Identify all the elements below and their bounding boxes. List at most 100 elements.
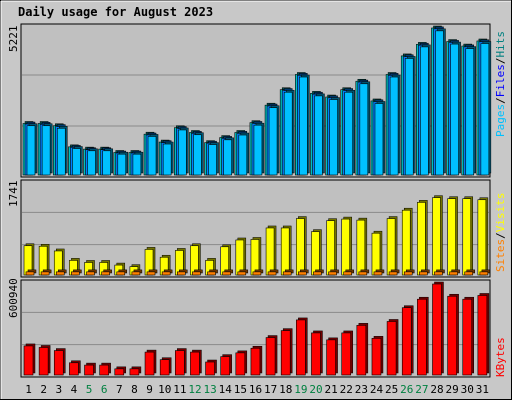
- bar-kbytes-day-29: [447, 293, 459, 376]
- bar-kbytes-day-12: [190, 349, 202, 376]
- bar-pages-day-28: [435, 28, 446, 176]
- bar-kbytes-day-18: [280, 328, 293, 376]
- legend-entry: Files: [494, 64, 507, 97]
- bar-sites-day-4: [71, 269, 82, 276]
- x-tick-label: 3: [56, 383, 63, 396]
- x-tick-label: 8: [131, 383, 138, 396]
- x-tick-label: 4: [71, 383, 78, 396]
- x-tick-label: 17: [264, 383, 277, 396]
- x-tick-label: 27: [415, 383, 428, 396]
- bar-kbytes-day-13: [205, 359, 217, 376]
- bar-pages-day-6: [102, 148, 113, 176]
- bar-pages-day-26: [404, 56, 416, 176]
- legend-entry: KBytes: [494, 337, 507, 377]
- bar-sites-day-28: [434, 269, 445, 276]
- x-tick-label: 13: [203, 383, 216, 396]
- bar-visits-day-22: [341, 216, 352, 276]
- ymax-kbytes: 600940: [7, 278, 20, 318]
- x-tick-label: 1: [25, 383, 32, 396]
- bar-kbytes-day-28: [432, 281, 444, 376]
- bar-sites-day-24: [373, 269, 385, 276]
- legend-text: Pages/Files/Hits: [494, 31, 507, 137]
- bar-pages-day-24: [374, 101, 386, 176]
- bar-visits-day-26: [401, 207, 413, 276]
- panel-kbytes: 600940 KBytes: [7, 278, 507, 378]
- x-tick-label: 26: [400, 383, 413, 396]
- x-tick-label: 16: [249, 383, 262, 396]
- x-tick-label: 9: [146, 383, 153, 396]
- bar-pages-day-2: [41, 123, 53, 176]
- bar-sites-day-25: [388, 269, 400, 276]
- bar-kbytes-day-30: [462, 296, 474, 376]
- legend-visits: Sites/Visits: [494, 193, 507, 273]
- bar-pages-day-17: [268, 105, 280, 176]
- bar-pages-day-16: [253, 122, 265, 176]
- bar-kbytes-day-27: [417, 296, 429, 376]
- bar-pages-day-8: [132, 151, 144, 176]
- bar-sites-day-2: [40, 269, 52, 276]
- bar-visits-day-17: [265, 225, 277, 276]
- legend-entry: Visits: [494, 193, 507, 233]
- x-tick-label: 14: [219, 383, 233, 396]
- legend-entry: Pages: [494, 104, 507, 137]
- legend-text: KBytes: [494, 337, 507, 377]
- chart-title: Daily usage for August 2023: [18, 5, 213, 19]
- legend-entry: Sites: [494, 239, 507, 272]
- bar-kbytes-day-22: [341, 330, 353, 376]
- x-tick-label: 28: [430, 383, 443, 396]
- bar-kbytes-day-6: [99, 362, 111, 376]
- x-tick-label: 15: [234, 383, 247, 396]
- bar-sites-day-19: [298, 269, 309, 276]
- bar-sites-day-8: [131, 269, 143, 276]
- bar-kbytes-day-26: [401, 305, 414, 376]
- bar-visits-day-28: [432, 195, 443, 276]
- bar-pages-day-23: [359, 81, 371, 176]
- bar-sites-day-26: [403, 269, 415, 276]
- x-tick-label: 5: [86, 383, 93, 396]
- x-tick-label: 29: [446, 383, 459, 396]
- bar-pages-day-7: [117, 151, 129, 176]
- bar-pages-day-15: [238, 132, 250, 176]
- bar-visits-day-25: [386, 216, 398, 276]
- bar-kbytes-day-9: [144, 349, 157, 376]
- bar-kbytes-day-10: [159, 357, 172, 376]
- bar-kbytes-day-17: [265, 335, 278, 376]
- ymax-visits: 1741: [7, 181, 20, 208]
- legend-entry: Hits: [494, 31, 507, 58]
- bar-pages-day-5: [87, 148, 98, 176]
- bar-sites-day-10: [161, 269, 173, 276]
- x-axis-day-labels: 1 2 3 4 5 6 7 8 9 10 11 12 13 14 15 16 17 18 19 20 21 22 23 24 2…: [25, 383, 489, 396]
- bar-kbytes-day-15: [235, 350, 248, 376]
- bar-sites-day-29: [449, 269, 460, 276]
- bar-kbytes-day-16: [250, 345, 263, 376]
- x-tick-label: 24: [370, 383, 384, 396]
- bar-sites-day-18: [282, 269, 294, 276]
- bar-visits-day-18: [280, 225, 292, 276]
- bar-sites-day-11: [176, 269, 188, 276]
- bar-kbytes-day-23: [356, 323, 369, 376]
- panel-visits-sites: 1741 Sites/Visits: [7, 179, 507, 278]
- bar-sites-day-15: [237, 269, 249, 276]
- bar-sites-day-12: [192, 269, 203, 276]
- bar-sites-day-6: [101, 269, 112, 276]
- bar-sites-day-27: [419, 269, 430, 276]
- x-tick-label: 31: [476, 383, 489, 396]
- bar-sites-day-22: [343, 269, 354, 276]
- bar-kbytes-day-8: [129, 366, 142, 376]
- bar-pages-day-25: [389, 74, 401, 176]
- bar-sites-day-1: [25, 269, 37, 276]
- x-tick-label: 18: [279, 383, 292, 396]
- bar-visits-day-29: [447, 196, 458, 276]
- bar-pages-day-12: [193, 132, 204, 176]
- x-tick-label: 7: [116, 383, 123, 396]
- bar-visits-day-30: [462, 196, 473, 276]
- bar-sites-day-17: [267, 269, 279, 276]
- bar-sites-day-13: [207, 269, 218, 276]
- bar-pages-day-30: [465, 46, 476, 176]
- bar-visits-day-20: [311, 229, 322, 276]
- bar-kbytes-day-4: [69, 360, 81, 376]
- bar-kbytes-day-19: [296, 317, 308, 376]
- bar-kbytes-day-11: [174, 348, 187, 376]
- x-tick-label: 22: [340, 383, 353, 396]
